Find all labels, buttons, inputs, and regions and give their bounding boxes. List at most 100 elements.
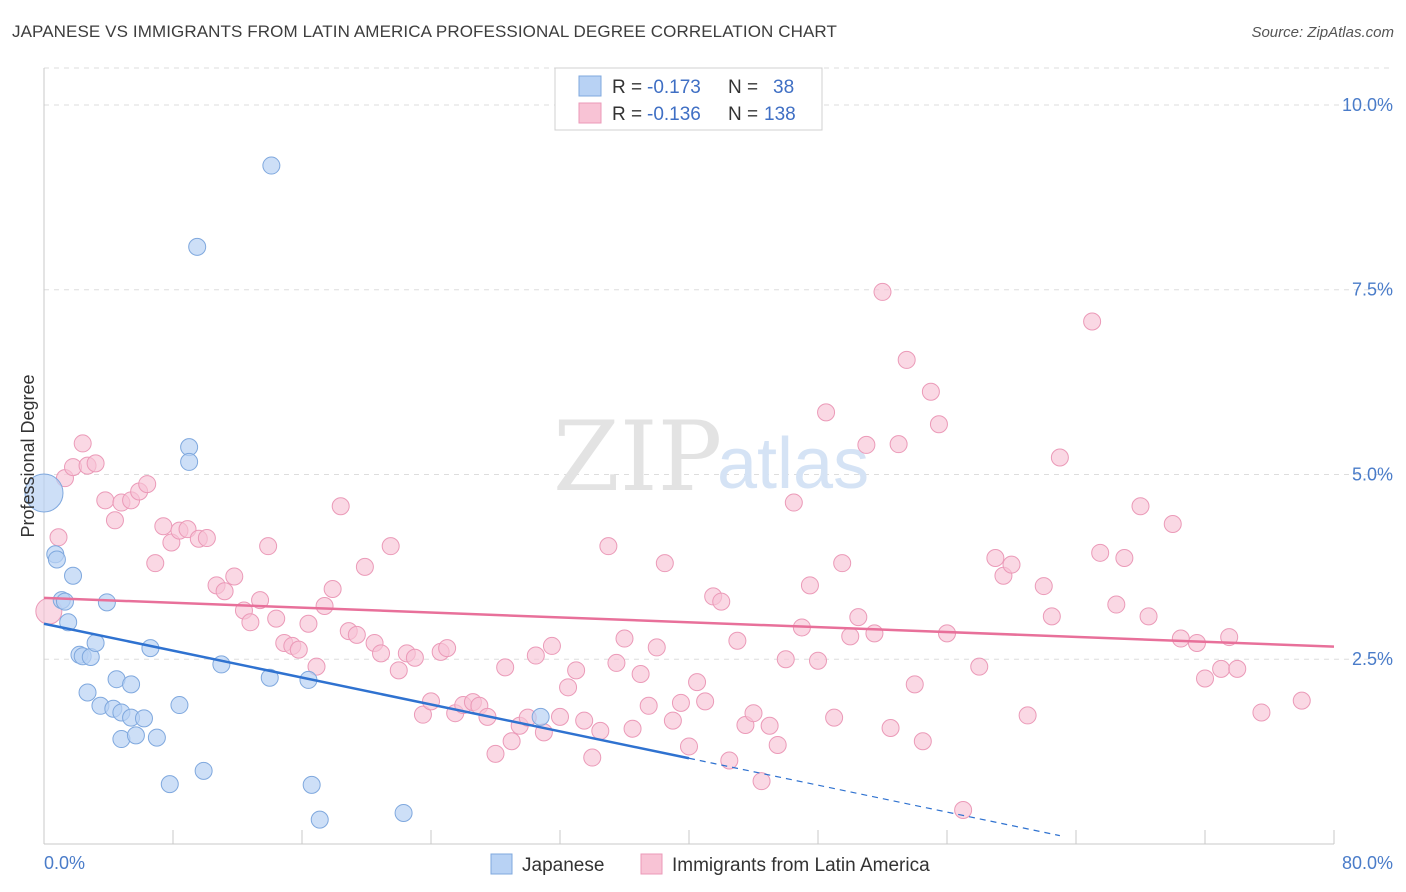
latin-america-point (241, 613, 260, 632)
watermark-atlas: atlas (717, 424, 869, 504)
latin-america-point (1050, 448, 1069, 467)
legend-swatch-latin (578, 102, 602, 124)
legend-n-value-1: 38 (773, 77, 794, 98)
latin-america-point (73, 434, 92, 453)
legend-r-value-2: -0.136 (647, 104, 701, 125)
japanese-point (24, 473, 64, 513)
latin-america-point (809, 651, 827, 670)
japanese-point (188, 237, 207, 256)
latin-america-point (1018, 706, 1037, 725)
latin-america-point (105, 511, 124, 530)
latin-america-point (299, 614, 318, 633)
legend-r-label-1: R = (612, 77, 642, 98)
latin-america-point (1131, 497, 1150, 516)
japanese-point (47, 550, 66, 569)
latin-america-point (720, 751, 739, 770)
latin-america-point (381, 537, 400, 556)
latin-america-point (897, 350, 916, 369)
latin-america-point (1115, 548, 1134, 567)
latin-america-point (1171, 629, 1190, 648)
latin-america-point (671, 693, 690, 712)
latin-america-point (389, 661, 408, 680)
latin-america-point (599, 537, 618, 556)
tick-labels: 2.5% 5.0% 7.5% 10.0% 0.0% 80.0% (44, 95, 1393, 873)
latin-america-point (1002, 555, 1021, 574)
latin-america-point (154, 517, 173, 536)
y-tick-label: 7.5% (1352, 280, 1393, 300)
japanese-point (126, 726, 145, 745)
latin-america-point (542, 636, 561, 655)
latin-america-point (405, 648, 424, 667)
x-tick-label-max: 80.0% (1342, 853, 1393, 873)
japanese-points (24, 156, 550, 829)
latin-america-point (315, 597, 334, 616)
latin-america-point (49, 528, 68, 547)
japanese-point (160, 775, 179, 794)
latin-america-point (422, 692, 440, 711)
latin-america-point (623, 719, 642, 738)
y-tick-label: 5.0% (1352, 464, 1393, 484)
latin-america-point (1091, 543, 1110, 562)
japanese-point (170, 696, 189, 715)
japanese-point (147, 728, 166, 747)
grid-layer (43, 67, 1392, 844)
latin-america-point (96, 491, 115, 510)
chart-source: Source: ZipAtlas.com (1251, 24, 1394, 41)
japanese-point (180, 452, 199, 471)
latin-america-point (259, 537, 278, 556)
latin-america-point (138, 475, 157, 494)
latin-america-point (215, 582, 234, 601)
latin-america-point (921, 382, 940, 401)
latin-america-point (496, 658, 515, 677)
latin-america-point (800, 576, 819, 595)
latin-america-point (146, 554, 165, 573)
japanese-point (262, 156, 281, 175)
latin-america-point (680, 737, 698, 756)
latin-america-point (86, 454, 105, 473)
latin-america-point (1163, 514, 1182, 533)
japanese-point (64, 566, 83, 585)
latin-america-point (607, 653, 626, 672)
latin-america-point (1292, 691, 1311, 710)
latin-america-point (1042, 607, 1061, 626)
latin-america-point (752, 772, 771, 791)
latin-america-point (631, 665, 650, 684)
top-legend: R = -0.173 N = 38 R = -0.136 N = 138 (554, 67, 823, 131)
latin-america-point (776, 650, 795, 669)
bottom-legend-swatch-japanese (490, 853, 513, 875)
latin-america-point (970, 657, 989, 676)
latin-america-point (575, 711, 594, 730)
bottom-legend-label-latin: Immigrants from Latin America (672, 855, 930, 876)
latin-america-point (1107, 595, 1126, 614)
x-tick-label-min: 0.0% (44, 853, 85, 873)
latin-america-point (744, 704, 763, 723)
latin-america-point (663, 711, 682, 730)
latin-america-point (197, 529, 216, 548)
latin-america-point (913, 732, 932, 751)
latin-america-point (347, 625, 366, 644)
latin-america-point (784, 493, 803, 512)
japanese-trend-line (43, 622, 690, 760)
latin-america-point (817, 403, 836, 422)
legend-n-label-2: N = (728, 104, 758, 125)
latin-america-points (35, 282, 1311, 820)
latin-america-point (615, 629, 634, 648)
japanese-point (134, 709, 153, 728)
latin-america-point (929, 415, 948, 434)
latin-america-point (647, 638, 666, 657)
legend-r-label-2: R = (612, 104, 642, 125)
latin-america-point (1212, 659, 1231, 678)
latin-america-point (438, 639, 457, 658)
japanese-point (260, 668, 279, 687)
latin-america-point (591, 721, 610, 740)
latin-america-point (331, 497, 350, 516)
legend-n-value-2: 138 (764, 104, 796, 125)
legend-n-label-1: N = (728, 77, 758, 98)
bottom-legend-label-japanese: Japanese (522, 855, 604, 876)
y-tick-label: 10.0% (1342, 95, 1393, 115)
latin-america-point (289, 640, 308, 659)
latin-america-point (833, 554, 852, 573)
latin-america-point (728, 631, 747, 650)
japanese-point (78, 683, 97, 702)
